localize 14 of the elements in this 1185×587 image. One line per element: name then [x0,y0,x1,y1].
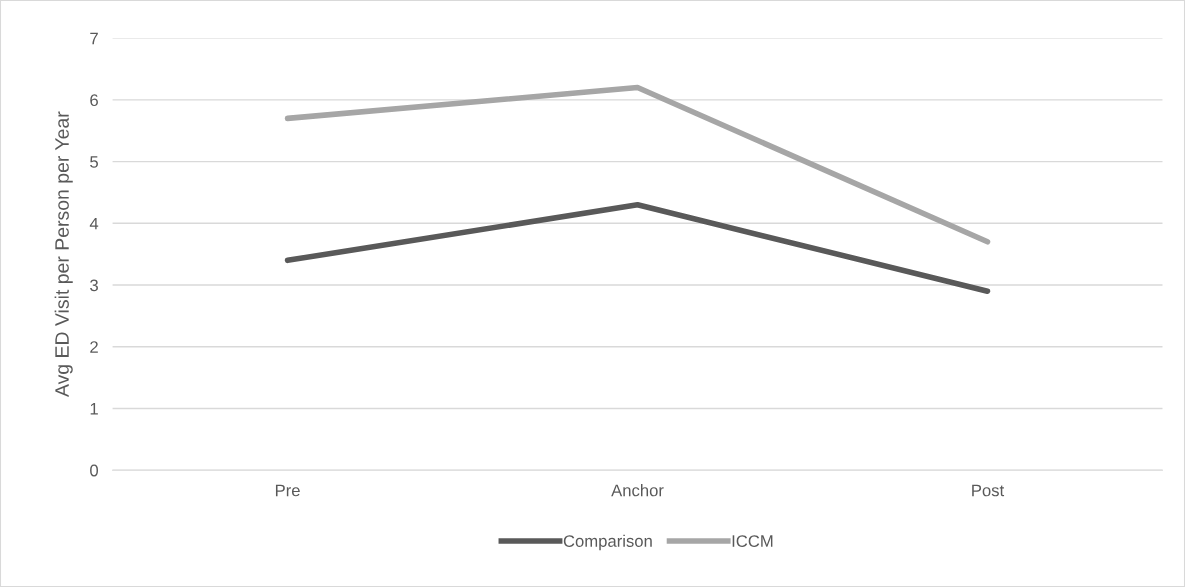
y-tick-label: 1 [90,403,98,415]
legend-label: ICCM [732,535,773,547]
x-tick-label: Pre [275,484,300,497]
x-tick-label: Post [972,484,1005,497]
y-tick-label: 5 [90,156,98,168]
y-tick-label: 2 [90,341,98,353]
y-tick-label: 0 [90,464,99,477]
legend-label: Comparison [563,534,652,551]
y-tick-label: 6 [90,94,98,107]
x-tick-label: Anchor [611,484,664,497]
y-tick-label: 4 [89,217,99,230]
y-axis-title: Avg ED Visit per Person per Year [54,111,73,397]
y-tick-label: 3 [90,279,98,292]
y-tick-label: 7 [90,32,98,45]
